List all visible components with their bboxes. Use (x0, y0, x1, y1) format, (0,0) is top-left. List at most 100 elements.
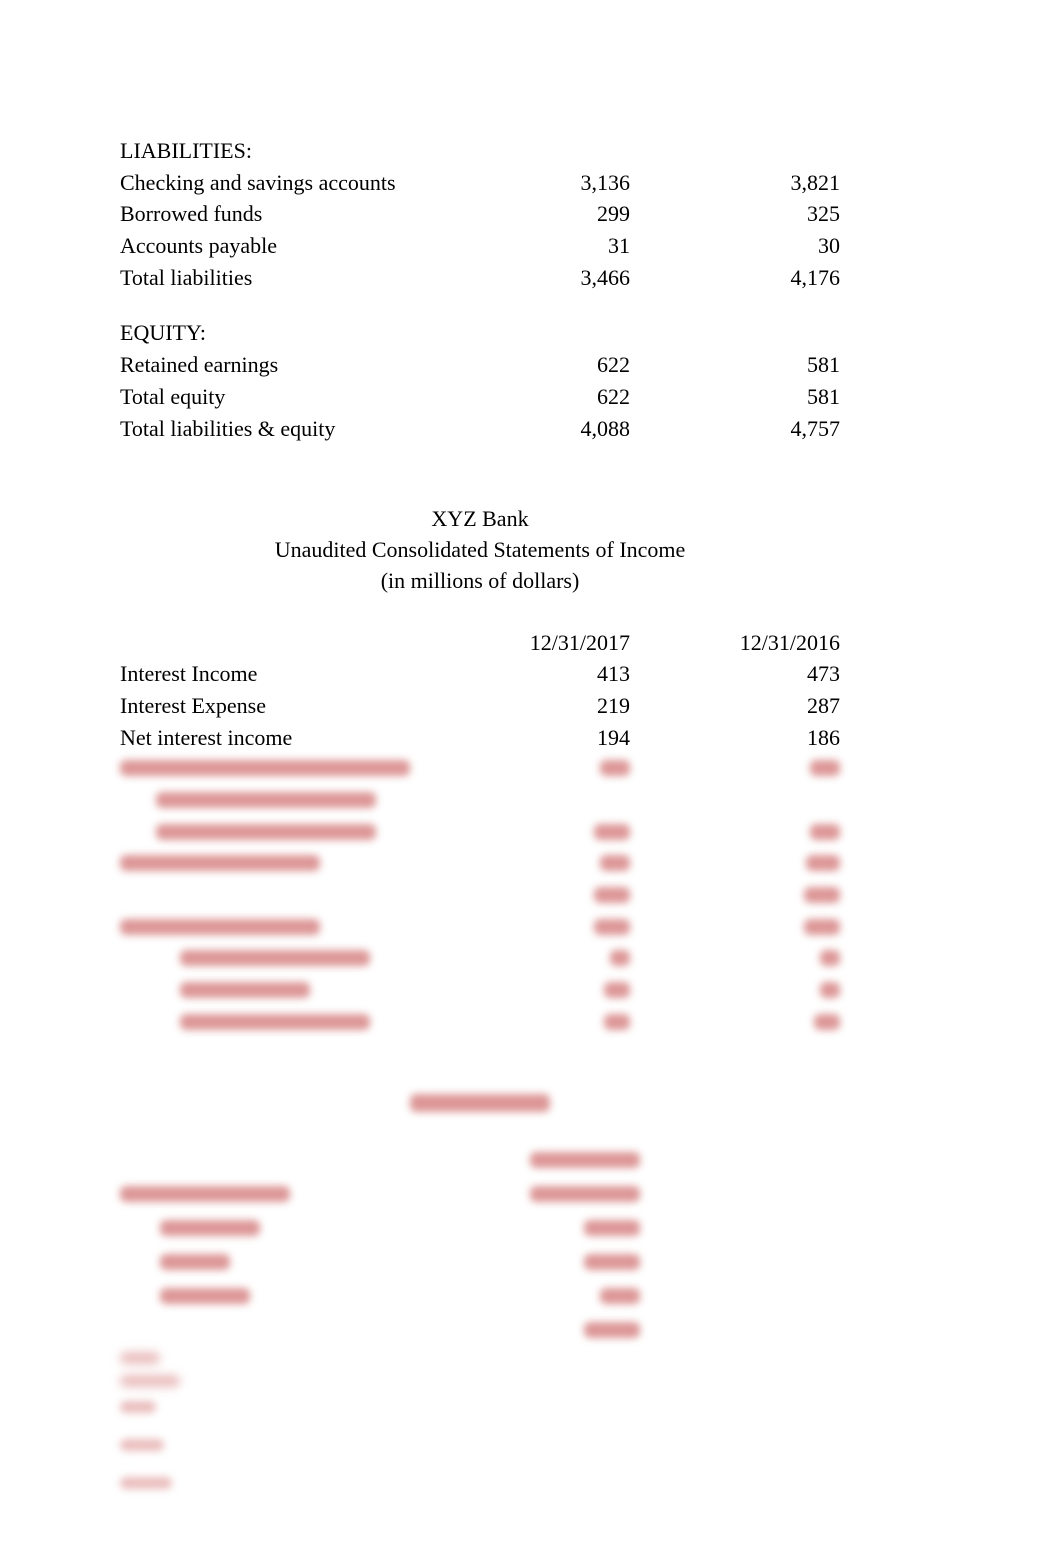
row-value-2: 473 (690, 658, 840, 690)
row-value-1: 219 (480, 690, 630, 722)
redacted-text (160, 1288, 250, 1304)
redacted-value (594, 824, 630, 840)
liabilities-header: LIABILITIES: (120, 135, 480, 167)
redacted-row (120, 753, 840, 785)
redacted-text (410, 1094, 550, 1112)
redacted-small-row (120, 1476, 892, 1494)
row-label: Interest Income (120, 658, 480, 690)
redacted-row (120, 785, 840, 817)
row-value-1: 3,466 (480, 262, 630, 294)
redacted-value (804, 887, 840, 903)
redacted-value (600, 1288, 640, 1304)
table-row: Interest Income 413 473 (120, 658, 840, 690)
row-label: Total equity (120, 381, 480, 413)
table-row: Borrowed funds 299 325 (120, 198, 840, 230)
redacted-value (604, 982, 630, 998)
row-value-2: 325 (690, 198, 840, 230)
row-label: Net interest income (120, 722, 480, 754)
row-label: Retained earnings (120, 349, 480, 381)
equity-header-row: EQUITY: (120, 317, 840, 349)
redacted-row (120, 1007, 840, 1039)
redacted-text (120, 760, 410, 776)
redacted-row (120, 1210, 640, 1244)
redacted-value (810, 760, 840, 776)
redacted-text (120, 1186, 290, 1202)
table-row: Net interest income 194 186 (120, 722, 840, 754)
row-value-2: 581 (690, 349, 840, 381)
redacted-row (120, 912, 840, 944)
table-row: Total equity 622 581 (120, 381, 840, 413)
row-label: Total liabilities & equity (120, 413, 480, 445)
row-value-2: 186 (690, 722, 840, 754)
redacted-row (120, 817, 840, 849)
redacted-value (806, 855, 840, 871)
row-label: Accounts payable (120, 230, 480, 262)
redacted-row (120, 943, 840, 975)
redacted-value (804, 919, 840, 935)
row-value-1: 3,136 (480, 167, 630, 199)
row-label: Total liabilities (120, 262, 480, 294)
statement-title: Unaudited Consolidated Statements of Inc… (120, 535, 840, 566)
redacted-value (820, 950, 840, 966)
col-header-2: 12/31/2016 (690, 627, 840, 659)
balance-sheet-table: LIABILITIES: Checking and savings accoun… (120, 135, 840, 444)
redacted-text (180, 1014, 370, 1030)
redacted-text (120, 919, 320, 935)
row-value-2: 3,821 (690, 167, 840, 199)
redacted-value (814, 1014, 840, 1030)
col-header-1: 12/31/2017 (480, 627, 630, 659)
redacted-text (180, 982, 310, 998)
row-value-2: 30 (690, 230, 840, 262)
row-value-1: 4,088 (480, 413, 630, 445)
redacted-row (120, 1244, 640, 1278)
row-value-1: 622 (480, 349, 630, 381)
redacted-text (180, 950, 370, 966)
redacted-row (120, 1176, 640, 1210)
redacted-row (120, 848, 840, 880)
bank-name: XYZ Bank (120, 504, 840, 535)
redacted-small-label (120, 1352, 892, 1369)
redacted-row (120, 975, 840, 1007)
redacted-value (530, 1152, 640, 1168)
redacted-text (160, 1254, 230, 1270)
redacted-value (600, 855, 630, 871)
row-label: Borrowed funds (120, 198, 480, 230)
redacted-text (156, 792, 376, 808)
liabilities-header-row: LIABILITIES: (120, 135, 840, 167)
table-row: Checking and savings accounts 3,136 3,82… (120, 167, 840, 199)
row-value-2: 4,176 (690, 262, 840, 294)
redacted-value (594, 887, 630, 903)
redacted-small-label (120, 1477, 172, 1489)
column-header-row: 12/31/2017 12/31/2016 (120, 627, 840, 659)
statement-units: (in millions of dollars) (120, 566, 840, 597)
table-row: Retained earnings 622 581 (120, 349, 840, 381)
redacted-small-label (120, 1401, 156, 1413)
redacted-value (600, 760, 630, 776)
redacted-small-row (120, 1400, 892, 1418)
row-value-2: 4,757 (690, 413, 840, 445)
table-row: Interest Expense 219 287 (120, 690, 840, 722)
redacted-small-row (120, 1438, 892, 1456)
table-row: Total liabilities 3,466 4,176 (120, 262, 840, 294)
income-statement-table: 12/31/2017 12/31/2016 Interest Income 41… (120, 627, 840, 1039)
loan-table (120, 1142, 640, 1346)
loan-section-title (120, 1094, 840, 1117)
redacted-text (160, 1220, 260, 1236)
table-row: Total liabilities & equity 4,088 4,757 (120, 413, 840, 445)
row-value-1: 622 (480, 381, 630, 413)
redacted-value (584, 1322, 640, 1338)
row-value-1: 31 (480, 230, 630, 262)
redacted-value (604, 1014, 630, 1030)
table-row: Accounts payable 31 30 (120, 230, 840, 262)
redacted-text (156, 824, 376, 840)
redacted-value (584, 1220, 640, 1236)
redacted-row (120, 1312, 640, 1346)
redacted-small-label (120, 1375, 892, 1392)
row-label: Checking and savings accounts (120, 167, 480, 199)
redacted-row (120, 1142, 640, 1176)
redacted-text (120, 855, 320, 871)
redacted-value (610, 950, 630, 966)
redacted-value (530, 1186, 640, 1202)
document-page: LIABILITIES: Checking and savings accoun… (0, 0, 1062, 1494)
equity-header: EQUITY: (120, 317, 480, 349)
